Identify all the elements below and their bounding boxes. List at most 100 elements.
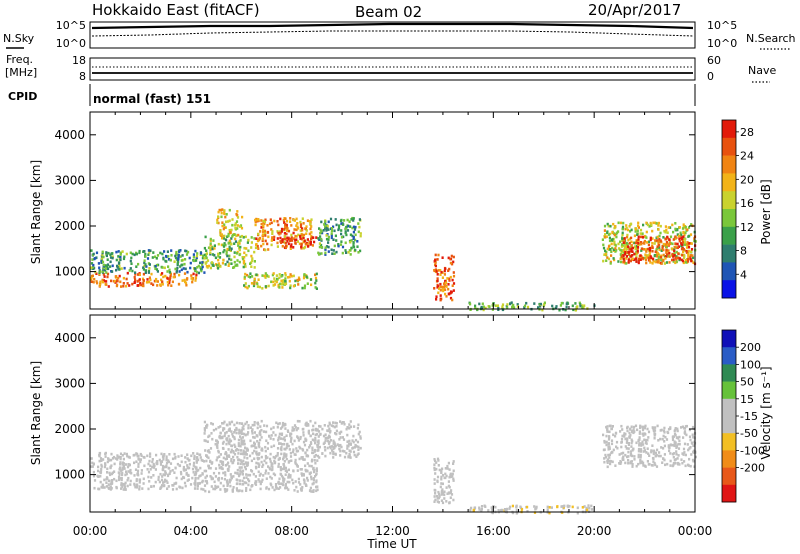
scatter-cell — [647, 240, 651, 244]
scatter-cell — [133, 253, 136, 257]
scatter-cell — [606, 222, 609, 226]
scatter-cell — [302, 236, 305, 240]
scatter-cell — [318, 227, 321, 230]
scatter-cell — [515, 504, 518, 508]
scatter-cell — [295, 217, 298, 221]
scatter-cell — [305, 423, 308, 427]
scatter-cell — [689, 242, 692, 245]
scatter-cell — [193, 259, 196, 262]
scatter-cell — [221, 208, 224, 211]
scatter-cell — [160, 478, 164, 482]
scatter-cell — [358, 430, 361, 434]
scatter-cell — [116, 458, 119, 461]
scatter-cell — [120, 476, 123, 480]
scatter-cell — [272, 280, 275, 284]
scatter-cell — [251, 275, 254, 278]
scatter-cell — [449, 491, 452, 494]
scatter-cell — [296, 240, 299, 243]
scatter-cell — [285, 446, 288, 450]
scatter-cell — [306, 448, 309, 452]
scatter-cell — [282, 279, 285, 282]
scatter-cell — [658, 451, 661, 454]
scatter-cell — [232, 459, 236, 462]
scatter-cell — [515, 508, 518, 512]
scatter-cell — [226, 479, 229, 482]
nave-tick-bottom: 0 — [707, 70, 714, 83]
scatter-cell — [97, 475, 100, 478]
scatter-cell — [255, 434, 258, 437]
scatter-cell — [451, 284, 454, 287]
scatter-cell — [691, 458, 695, 462]
scatter-cell — [645, 451, 648, 454]
scatter-cell — [162, 458, 165, 461]
scatter-cell — [113, 280, 116, 283]
scatter-cell — [245, 476, 248, 479]
scatter-cell — [656, 245, 659, 248]
scatter-cell — [690, 242, 693, 245]
scatter-cell — [440, 469, 443, 472]
scatter-cell — [119, 477, 122, 480]
scatter-cell — [555, 305, 558, 308]
scatter-cell — [274, 433, 277, 437]
scatter-cell — [359, 435, 362, 438]
colorbar-tick-label: 12 — [740, 221, 754, 234]
scatter-cell — [116, 279, 119, 283]
scatter-cell — [654, 451, 657, 455]
scatter-cell — [607, 245, 611, 248]
scatter-cell — [616, 231, 619, 235]
scatter-cell — [357, 251, 360, 254]
scatter-cell — [167, 265, 170, 268]
scatter-cell — [314, 453, 317, 457]
scatter-cell — [109, 256, 113, 259]
scatter-cell — [580, 304, 583, 307]
scatter-cell — [159, 487, 162, 490]
scatter-cell — [622, 241, 625, 244]
scatter-cell — [609, 232, 612, 236]
scatter-cell — [288, 459, 291, 463]
scatter-cell — [674, 257, 677, 260]
scatter-cell — [121, 471, 124, 475]
scatter-cell — [319, 228, 322, 232]
scatter-cell — [177, 258, 180, 261]
scatter-cell — [558, 308, 561, 312]
scatter-cell — [674, 427, 677, 430]
scatter-cell — [627, 251, 630, 254]
scatter-cell — [234, 240, 238, 243]
scatter-cell — [677, 252, 680, 256]
scatter-cell — [317, 442, 320, 445]
scatter-cell — [238, 253, 241, 257]
scatter-cell — [675, 436, 678, 439]
scatter-cell — [640, 256, 643, 260]
scatter-cell — [146, 454, 149, 458]
scatter-cell — [231, 233, 235, 237]
scatter-cell — [352, 440, 355, 444]
scatter-cell — [676, 457, 679, 460]
scatter-cell — [302, 246, 305, 250]
scatter-cell — [228, 262, 231, 265]
scatter-cell — [689, 464, 692, 468]
scatter-cell — [637, 238, 640, 241]
scatter-cell — [222, 237, 225, 240]
scatter-cell — [648, 225, 651, 228]
scatter-cell — [117, 471, 120, 474]
scatter-cell — [645, 255, 648, 259]
scatter-cell — [672, 238, 675, 241]
scatter-cell — [447, 283, 450, 286]
scatter-cell — [106, 258, 109, 261]
scatter-cell — [314, 441, 317, 445]
scatter-cell — [441, 256, 444, 259]
scatter-cell — [221, 224, 224, 228]
scatter-cell — [91, 465, 94, 468]
scatter-cell — [625, 447, 628, 450]
scatter-cell — [119, 452, 123, 456]
scatter-cell — [311, 428, 314, 432]
scatter-cell — [687, 245, 691, 249]
scatter-cell — [641, 426, 645, 429]
scatter-cell — [316, 485, 319, 488]
scatter-cell — [336, 443, 339, 446]
scatter-cell — [628, 225, 631, 228]
scatter-cell — [646, 460, 649, 463]
scatter-cell — [332, 450, 335, 454]
scatter-cell — [92, 263, 95, 267]
